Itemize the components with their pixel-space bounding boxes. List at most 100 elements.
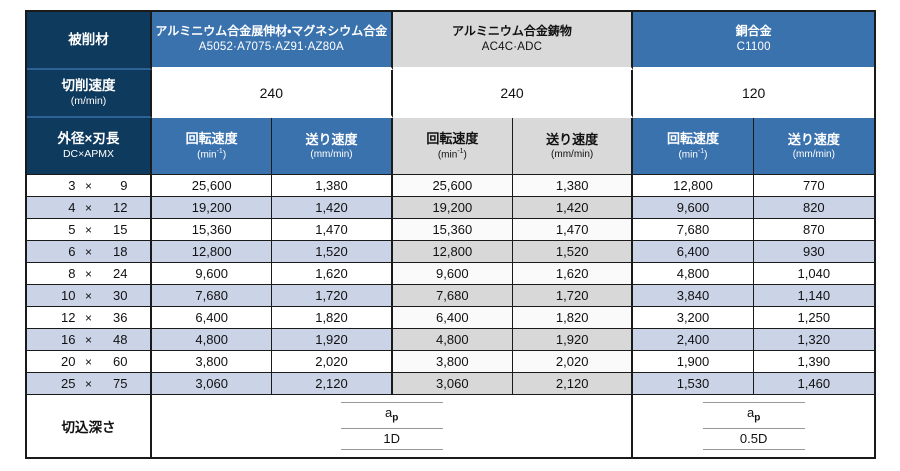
multiply-sign: ×: [84, 222, 92, 237]
multiply-sign: ×: [84, 376, 92, 391]
feed-speed-unit: (mm/min): [792, 148, 835, 160]
value-cell: 1,820: [272, 307, 393, 329]
feed-speed-header: 送り速度 (mm/min): [513, 118, 634, 175]
size-cell: 6 × 18: [27, 241, 152, 263]
size-cell: 20 × 60: [27, 351, 152, 373]
value-cell: 1,470: [272, 219, 393, 241]
dc-value: 10: [61, 288, 76, 303]
value-cell: 1,420: [513, 197, 634, 219]
depth-of-cut-label: 切込深さ: [61, 420, 116, 435]
apmx-value: 30: [113, 288, 128, 303]
depth-cell-aluminum: ap 1D: [152, 395, 634, 457]
depth-value: 0.5D: [702, 429, 805, 450]
dc-value: 20: [61, 354, 76, 369]
value-cell: 6,400: [392, 307, 513, 329]
multiply-sign: ×: [84, 310, 92, 325]
work-material-corner-cell: 被削材: [27, 12, 152, 70]
multiply-sign: ×: [84, 354, 92, 369]
value-cell: 12,800: [633, 175, 754, 197]
rotation-speed-label: 回転速度: [666, 130, 719, 146]
value-cell: 7,680: [633, 219, 754, 241]
value-cell: 1,900: [633, 351, 754, 373]
value-cell: 870: [753, 219, 874, 241]
dc-value: 3: [68, 178, 76, 193]
rotation-speed-unit: (min-1): [678, 148, 708, 161]
material-header-copper: 銅合金 C1100: [633, 12, 874, 70]
size-cell: 25 × 75: [27, 373, 152, 395]
value-cell: 15,360: [392, 219, 513, 241]
rotation-speed-unit: (min-1): [197, 148, 227, 161]
value-cell: 12,800: [152, 241, 273, 263]
value-cell: 930: [753, 241, 874, 263]
value-cell: 4,800: [392, 329, 513, 351]
value-cell: 1,040: [753, 263, 874, 285]
rotation-speed-header: 回転速度 (min-1): [633, 118, 754, 175]
multiply-sign: ×: [84, 200, 92, 215]
value-cell: 1,380: [272, 175, 393, 197]
apmx-value: 48: [113, 332, 128, 347]
value-cell: 3,840: [633, 285, 754, 307]
value-cell: 9,600: [633, 197, 754, 219]
value-cell: 19,200: [152, 197, 273, 219]
value-cell: 1,530: [633, 373, 754, 395]
apmx-value: 18: [113, 244, 128, 259]
value-cell: 1,460: [753, 373, 874, 395]
feed-speed-unit: (mm/min): [551, 148, 594, 160]
rotation-speed-unit: (min-1): [437, 148, 467, 161]
value-cell: 9,600: [392, 263, 513, 285]
value-cell: 3,060: [392, 373, 513, 395]
value-cell: 3,060: [152, 373, 273, 395]
value-cell: 1,920: [513, 329, 634, 351]
size-header-cell: 外径×刃長 DC×APMX: [27, 118, 152, 175]
dc-value: 8: [68, 266, 76, 281]
depth-cell-copper: ap 0.5D: [633, 395, 874, 457]
rotation-speed-header: 回転速度 (min-1): [152, 118, 273, 175]
depth-value: 1D: [340, 429, 443, 450]
value-cell: 1,520: [272, 241, 393, 263]
value-cell: 6,400: [152, 307, 273, 329]
multiply-sign: ×: [84, 266, 92, 281]
value-cell: 6,400: [633, 241, 754, 263]
value-cell: 15,360: [152, 219, 273, 241]
apmx-value: 36: [113, 310, 128, 325]
value-cell: 1,720: [513, 285, 634, 307]
value-cell: 9,600: [152, 263, 273, 285]
size-cell: 16 × 48: [27, 329, 152, 351]
size-cell: 8 × 24: [27, 263, 152, 285]
multiply-sign: ×: [84, 178, 92, 193]
depth-symbol: ap: [340, 402, 443, 429]
dc-value: 6: [68, 244, 76, 259]
value-cell: 2,020: [272, 351, 393, 373]
value-cell: 3,800: [392, 351, 513, 373]
apmx-value: 75: [113, 376, 128, 391]
depth-of-cut-label-cell: 切込深さ: [27, 395, 152, 457]
dc-value: 12: [61, 310, 76, 325]
value-cell: 1,390: [753, 351, 874, 373]
dc-value: 4: [68, 200, 76, 215]
value-cell: 1,720: [272, 285, 393, 307]
size-cell: 10 × 30: [27, 285, 152, 307]
feed-speed-label: 送り速度: [305, 131, 358, 147]
apmx-value: 12: [113, 200, 128, 215]
value-cell: 2,020: [513, 351, 634, 373]
material-grades: AC4C·ADC: [481, 41, 543, 54]
feed-speed-label: 送り速度: [787, 131, 840, 147]
multiply-sign: ×: [84, 288, 92, 303]
material-header-aluminum-wrought: アルミニウム合金展伸材・マグネシウム合金 A5052·A7075·AZ91·AZ…: [152, 12, 393, 70]
value-cell: 1,320: [753, 329, 874, 351]
value-cell: 12,800: [392, 241, 513, 263]
material-name: アルミニウム合金展伸材・マグネシウム合金: [155, 24, 388, 39]
cutting-speed-label-cell: 切削速度 (m/min): [27, 70, 152, 118]
depth-of-cut-fraction: ap 0.5D: [702, 402, 805, 450]
value-cell: 820: [753, 197, 874, 219]
material-name: 銅合金: [735, 24, 772, 39]
value-cell: 7,680: [152, 285, 273, 307]
rotation-speed-label: 回転速度: [426, 130, 479, 146]
cutting-speed-value-aluminum-wrought: 240: [152, 70, 393, 118]
size-sublabel: DC×APMX: [62, 148, 115, 161]
multiply-sign: ×: [84, 244, 92, 259]
material-name: アルミニウム合金鋳物: [452, 24, 572, 39]
value-cell: 7,680: [392, 285, 513, 307]
value-cell: 1,140: [753, 285, 874, 307]
value-cell: 1,820: [513, 307, 634, 329]
